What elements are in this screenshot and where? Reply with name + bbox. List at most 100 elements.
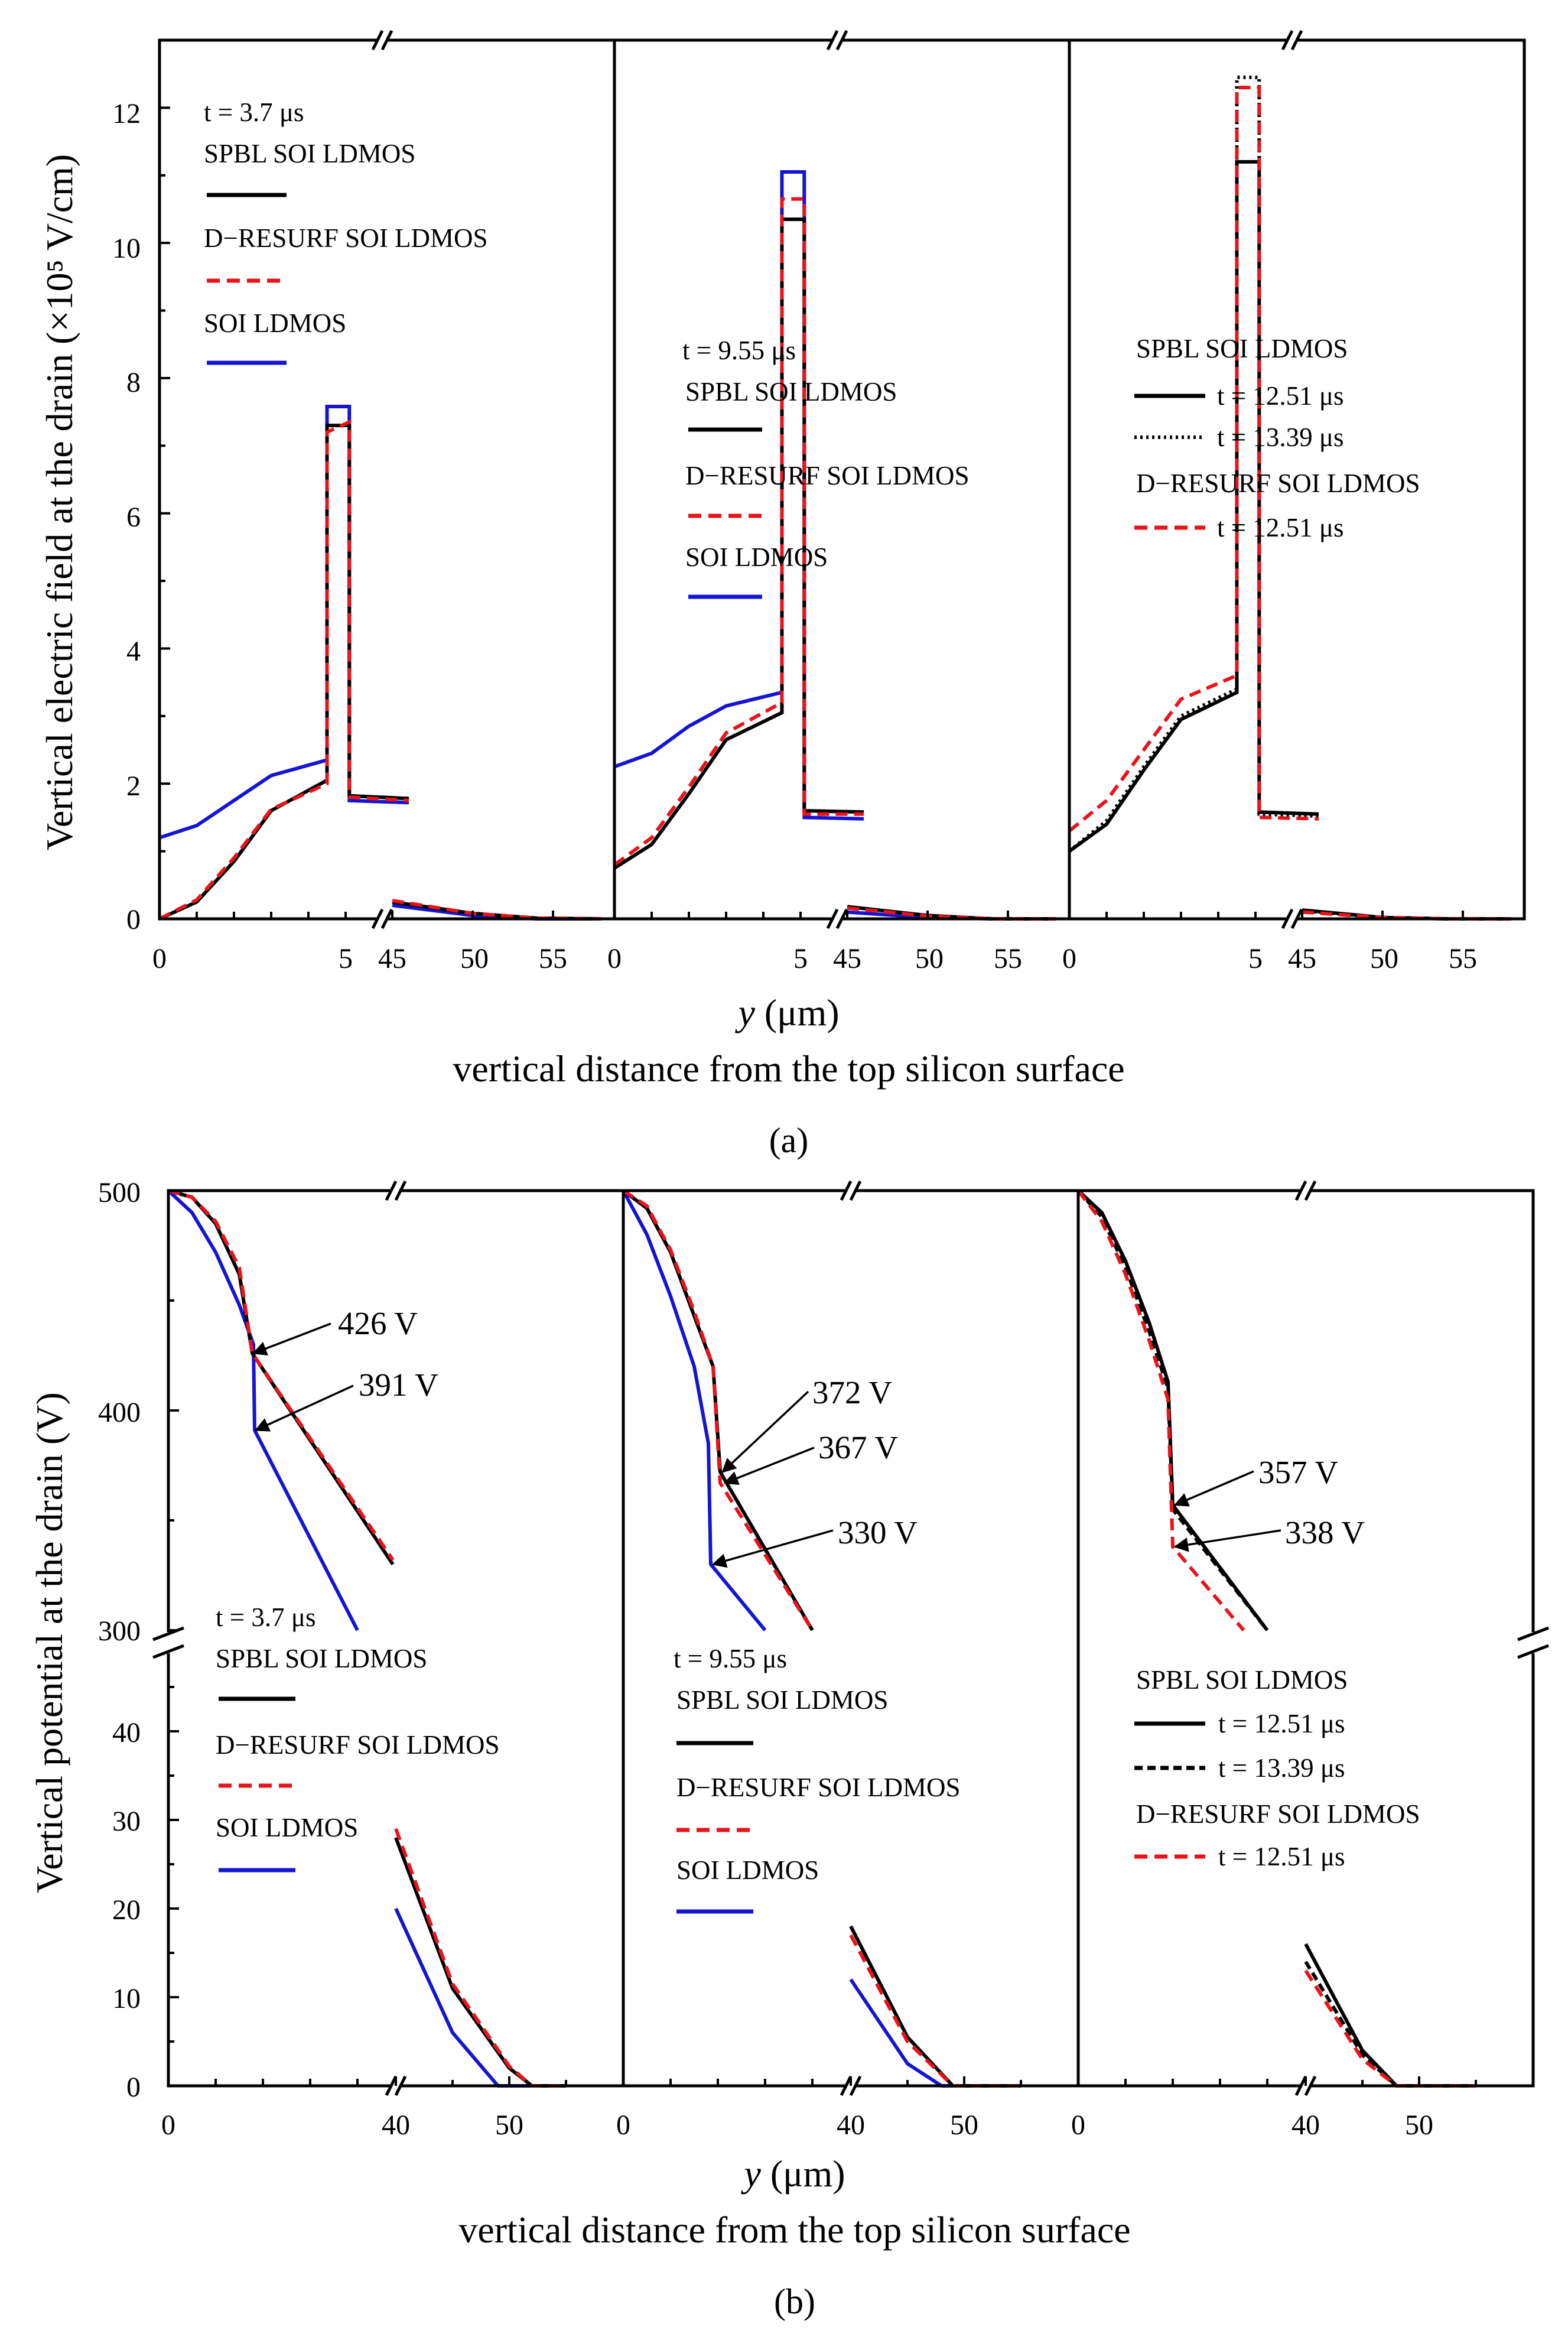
b-ytick-10: 10: [112, 1983, 141, 2014]
a1-break-mark-1a: [371, 908, 384, 929]
b3-xtick-50: 50: [1405, 2109, 1433, 2141]
a2-xtick-5: 5: [793, 943, 808, 974]
a3-break-mark-0a: [1281, 30, 1294, 51]
b3-xbreak-mark-1b: [1304, 2075, 1317, 2096]
b2-series-0-seg-0: [622, 1189, 814, 1631]
a3-legend-spbl: SPBL SOI LDMOS: [1136, 334, 1348, 363]
a2-xtick-45: 45: [833, 943, 861, 974]
b-ybreak-mark-1a: [1517, 1626, 1549, 1641]
b1-legend-soi: SOI LDMOS: [216, 1813, 358, 1842]
b3-legend-spbl: SPBL SOI LDMOS: [1136, 1665, 1348, 1695]
a2-break-mark-1b: [835, 908, 848, 929]
a2-legend-soi: SOI LDMOS: [685, 542, 828, 572]
a3-series-0-seg-0: [1068, 160, 1319, 853]
a3-break-mark-1b: [1290, 908, 1303, 929]
b2-frame: [622, 1189, 1080, 2088]
a1-xtick-50: 50: [460, 943, 489, 974]
a2-legend-time: t = 9.55 μs: [682, 336, 796, 365]
b2-series-1-seg-0: [622, 1189, 814, 1631]
a3-series-2-seg-0: [1068, 86, 1319, 833]
a3-xtick-55: 55: [1449, 943, 1477, 974]
b2-xtick-0: 0: [616, 2109, 630, 2141]
a1-legend-dresurf: D−RESURF SOI LDMOS: [204, 223, 487, 253]
b-ytick-40: 40: [112, 1717, 141, 1748]
b-ybreak-mark-0b: [152, 1644, 184, 1659]
b1-legend-dresurf: D−RESURF SOI LDMOS: [216, 1730, 499, 1760]
annot-arrow-2: [721, 1390, 809, 1473]
b-ytick-0: 0: [126, 2072, 141, 2103]
annot-arrow-4: [711, 1529, 834, 1568]
b3-xbreak-mark-1a: [1294, 2075, 1307, 2096]
b-xlabel-var: y: [740, 2153, 761, 2195]
a2-xtick-55: 55: [994, 943, 1022, 974]
b-xlabel-unit: (μm): [770, 2153, 845, 2195]
a1-xtick-0: 0: [152, 943, 167, 974]
a3-series-1-seg-0: [1068, 75, 1319, 853]
a2-xtick-50: 50: [915, 943, 944, 974]
b1-xbreak-mark-0b: [394, 1180, 407, 1201]
b2-series-2-seg-0: [622, 1189, 767, 1631]
a-caption: (a): [769, 1121, 809, 1160]
b-ytick-400: 400: [98, 1397, 141, 1428]
b3-xtick-0: 0: [1071, 2109, 1085, 2141]
b1-xtick-0: 0: [161, 2109, 175, 2141]
b1-series-1-seg-0: [168, 1189, 395, 1561]
b-xlabel: y (μm): [740, 2153, 845, 2195]
b3-series-0-seg-0: [1076, 1189, 1269, 1631]
a-xlabel-desc: vertical distance from the top silicon s…: [453, 1048, 1124, 1090]
b2-series-0-seg-1: [849, 1925, 1021, 2088]
a1-break-mark-1b: [380, 908, 393, 929]
a1-break-mark-0b: [380, 30, 393, 51]
b2-series-1-seg-1: [849, 1934, 1021, 2088]
b-ytick-20: 20: [112, 1894, 141, 1926]
b3-xbreak-mark-0a: [1294, 1180, 1307, 1201]
b3-legend-t3a: t = 12.51 μs: [1218, 1709, 1345, 1738]
b1-xbreak-mark-1a: [385, 2075, 398, 2096]
b2-legend-spbl: SPBL SOI LDMOS: [676, 1685, 888, 1715]
b-ytick-300: 300: [98, 1615, 141, 1647]
a2-series-1-seg-0: [613, 197, 864, 866]
b3-xtick-40: 40: [1292, 2109, 1320, 2141]
a3-xtick-0: 0: [1062, 943, 1076, 974]
b3-series-0-seg-1: [1304, 1943, 1476, 2088]
annot-330v: 330 V: [838, 1514, 918, 1550]
a2-legend-dresurf: D−RESURF SOI LDMOS: [685, 461, 969, 490]
annot-arrow-0: [252, 1322, 331, 1355]
a-ytick-12: 12: [112, 98, 141, 129]
a-ylabel: Vertical electric field at the drain (×1…: [38, 154, 80, 851]
a-xlabel-unit: (μm): [765, 992, 840, 1033]
a3-break-mark-1a: [1281, 908, 1294, 929]
b-xlabel-desc: vertical distance from the top silicon s…: [458, 2209, 1130, 2251]
a-xlabel-var: y: [734, 992, 755, 1033]
b3-legend-t3b: t = 13.39 μs: [1218, 1753, 1345, 1783]
b3-series-2-seg-1: [1304, 1969, 1476, 2088]
a2-break-mark-0a: [826, 30, 839, 51]
b2-xbreak-mark-0b: [849, 1180, 862, 1201]
b1-xbreak-mark-1b: [394, 2075, 407, 2096]
b3-legend-t3c: t = 12.51 μs: [1218, 1842, 1345, 1871]
a3-xtick-45: 45: [1288, 943, 1316, 974]
a1-xtick-55: 55: [539, 943, 567, 974]
a1-legend-time: t = 3.7 μs: [204, 97, 304, 127]
a1-legend-spbl: SPBL SOI LDMOS: [204, 139, 415, 168]
annot-367v: 367 V: [818, 1429, 898, 1465]
b3-series-2-seg-0: [1076, 1189, 1245, 1631]
a-ytick-8: 8: [126, 367, 141, 398]
a-ytick-6: 6: [126, 502, 141, 533]
b1-xbreak-mark-0a: [385, 1180, 398, 1201]
a-ytick-10: 10: [112, 233, 141, 264]
a2-break-mark-1a: [826, 908, 839, 929]
annot-arrow-6: [1173, 1529, 1281, 1552]
b1-series-2-seg-0: [167, 1189, 359, 1631]
b2-xbreak-mark-0a: [840, 1180, 853, 1201]
b3-xbreak-mark-0b: [1304, 1180, 1317, 1201]
a-ytick-4: 4: [126, 636, 141, 667]
a-ytick-0: 0: [126, 904, 141, 935]
a1-frame: [158, 38, 616, 921]
a3-break-mark-0b: [1290, 30, 1303, 51]
b2-xbreak-mark-1a: [840, 2075, 853, 2096]
b-caption: (b): [774, 2282, 815, 2321]
b-ytick-30: 30: [112, 1806, 141, 1837]
a1-series-1-seg-0: [158, 419, 409, 921]
